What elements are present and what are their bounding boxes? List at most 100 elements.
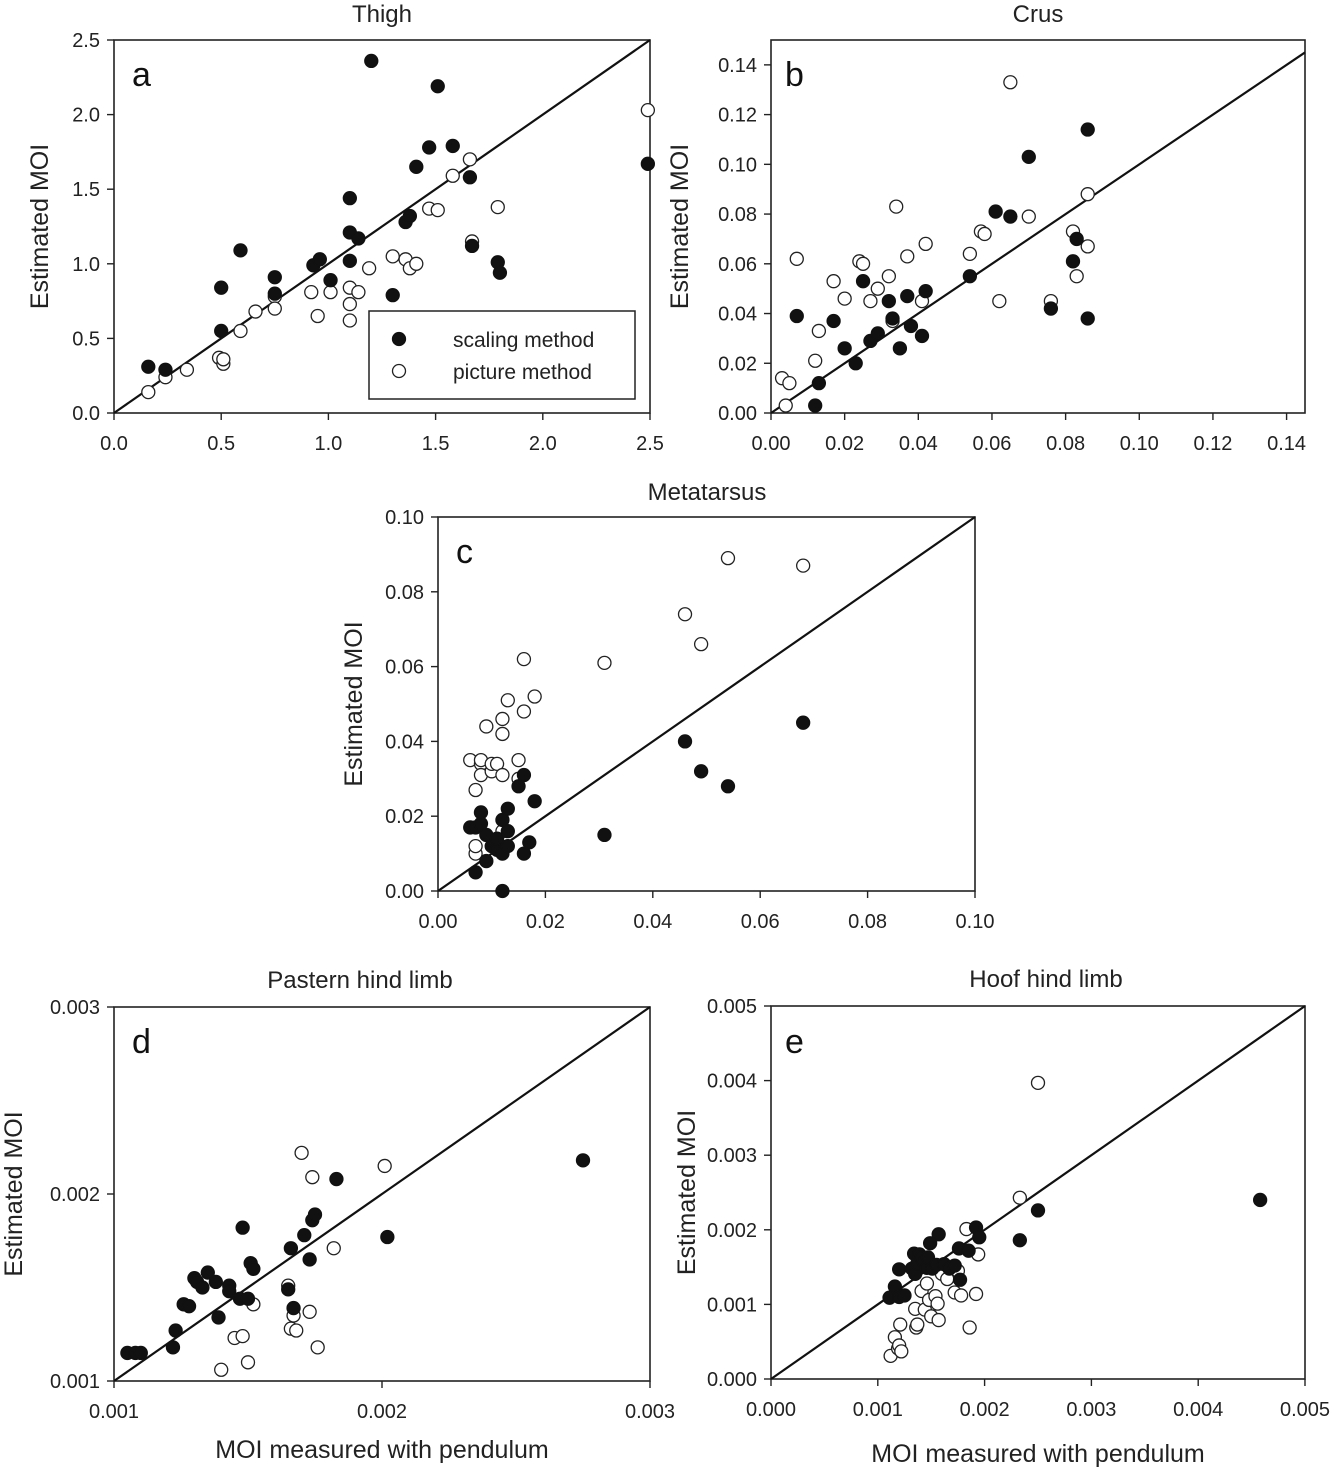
data-point-scaling-method (892, 341, 908, 356)
data-point-scaling-method (281, 1282, 296, 1297)
x-tick-label: 0.04 (899, 433, 938, 455)
data-point-picture-method (893, 1317, 908, 1332)
legend-marker-scaling-method (391, 331, 407, 347)
data-point-scaling-method (640, 156, 656, 171)
panel-letter: c (456, 533, 473, 571)
x-tick-label: 0.001 (853, 1399, 903, 1421)
data-point-scaling-method (283, 1241, 299, 1256)
data-point-scaling-method (297, 1227, 312, 1243)
y-tick-label: 0.004 (707, 1071, 757, 1093)
data-point-picture-method (1021, 209, 1036, 224)
data-point-scaling-method (947, 1258, 962, 1273)
data-point-scaling-method (892, 1262, 907, 1277)
data-point-scaling-method (342, 191, 357, 206)
data-point-picture-method (240, 1355, 256, 1370)
x-tick-label: 0.003 (625, 1401, 675, 1423)
data-point-scaling-method (575, 1153, 591, 1168)
data-point-scaling-method (720, 779, 736, 794)
data-point-picture-method (490, 199, 505, 215)
data-point-picture-method (430, 202, 445, 218)
panel-letter: e (785, 1023, 804, 1061)
legend-label-scaling-method: scaling method (453, 329, 594, 352)
y-tick-label: 0.14 (718, 55, 757, 77)
x-tick-label: 0.02 (526, 911, 565, 933)
data-point-picture-method (931, 1312, 946, 1328)
data-point-picture-method (889, 199, 904, 214)
data-point-scaling-method (1080, 311, 1095, 326)
data-point-picture-method (789, 251, 804, 266)
data-point-picture-method (811, 323, 827, 339)
x-tick-label: 0.002 (357, 1401, 407, 1423)
data-point-scaling-method (972, 1230, 987, 1245)
data-point-scaling-method (200, 1265, 215, 1280)
data-point-picture-method (495, 726, 510, 742)
x-tick-label: 0.00 (419, 911, 458, 933)
y-tick-label: 0.002 (707, 1220, 757, 1242)
data-point-scaling-method (922, 1236, 938, 1251)
x-axis-title: MOI measured with pendulum (871, 1440, 1204, 1468)
data-point-picture-method (968, 1286, 984, 1302)
data-point-picture-method (304, 284, 319, 300)
y-axis-title: Estimated MOI (673, 1110, 701, 1275)
data-point-picture-method (479, 719, 494, 734)
y-tick-label: 1.5 (72, 179, 100, 201)
data-point-scaling-method (837, 341, 852, 356)
data-point-scaling-method (500, 801, 515, 816)
data-point-picture-method (953, 1288, 969, 1303)
data-point-scaling-method (214, 280, 229, 295)
y-tick-label: 0.003 (707, 1145, 757, 1167)
data-point-scaling-method (1012, 1233, 1027, 1248)
identity-line (113, 39, 651, 414)
y-axis-title: Estimated MOI (0, 1111, 28, 1276)
data-point-picture-method (1080, 187, 1095, 202)
panel-letter: d (132, 1023, 151, 1061)
data-point-scaling-method (409, 159, 424, 174)
data-point-scaling-method (808, 398, 823, 413)
data-point-scaling-method (211, 1310, 226, 1325)
x-tick-label: 0.10 (956, 911, 995, 933)
data-point-scaling-method (233, 243, 248, 258)
data-point-picture-method (179, 362, 195, 377)
data-point-picture-method (351, 284, 366, 300)
y-tick-label: 0.0 (72, 403, 100, 425)
data-point-scaling-method (364, 53, 379, 69)
data-point-scaling-method (597, 827, 612, 843)
plot-frame (770, 1005, 1306, 1380)
x-tick-label: 0.005 (1280, 1399, 1330, 1421)
data-point-scaling-method (848, 356, 863, 371)
data-point-picture-method (233, 323, 248, 339)
data-point-picture-method (342, 296, 357, 312)
identity-line (770, 51, 1306, 414)
data-point-picture-method (289, 1323, 304, 1338)
data-point-scaling-method (302, 1252, 317, 1267)
panel-title: Metatarsus (648, 479, 767, 506)
data-point-picture-method (900, 249, 915, 264)
x-tick-label: 1.0 (314, 433, 342, 455)
panel-a-thigh: 0.0 0.5 1.0 1.5 2.0 2.5 0.0 0.5 1.0 1.5 2.0 2.5 Thig… (26, 1, 664, 455)
legend-marker-picture-method (391, 363, 407, 379)
data-point-picture-method (1069, 269, 1084, 284)
data-point-scaling-method (195, 1280, 210, 1295)
data-point-scaling-method (870, 326, 885, 341)
data-point-picture-method (1080, 239, 1095, 254)
data-point-scaling-method (881, 293, 896, 309)
y-tick-label: 0.02 (718, 353, 757, 375)
data-point-scaling-method (500, 838, 515, 854)
y-axis-title: Estimated MOI (666, 144, 694, 309)
data-point-picture-method (323, 284, 338, 300)
data-point-scaling-method (826, 313, 841, 329)
data-point-scaling-method (1080, 122, 1095, 137)
data-point-scaling-method (693, 764, 709, 779)
y-tick-label: 0.001 (50, 1371, 100, 1393)
y-tick-label: 1.0 (72, 254, 100, 276)
data-point-picture-method (1003, 75, 1018, 90)
panel-title: Thigh (352, 1, 412, 28)
data-point-picture-method (310, 1340, 325, 1355)
data-point-picture-method (640, 102, 656, 118)
y-axis-title: Estimated MOI (340, 621, 368, 786)
x-tick-label: 0.14 (1267, 433, 1306, 455)
data-point-picture-method (516, 704, 532, 719)
data-point-picture-method (919, 1276, 935, 1291)
y-tick-label: 0.001 (707, 1294, 757, 1316)
